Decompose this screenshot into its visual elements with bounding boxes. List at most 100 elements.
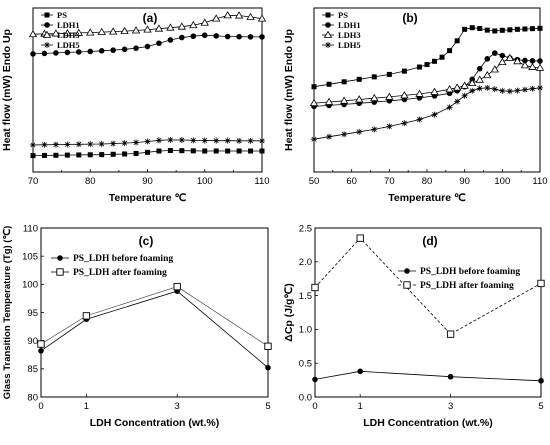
data-point [537, 279, 545, 288]
legend-entry: PS_LDH before foaming [73, 254, 173, 264]
x-tick-label: 100 [197, 176, 213, 187]
series-ps [311, 25, 543, 90]
data-point [110, 151, 116, 157]
data-point [173, 282, 181, 291]
data-point [424, 62, 430, 68]
data-point [133, 45, 139, 51]
data-point [30, 141, 36, 148]
x-tick-label: 70 [384, 176, 395, 187]
legend-marker [404, 268, 410, 274]
legend-marker [325, 12, 331, 18]
data-point [432, 58, 438, 64]
data-point [53, 50, 59, 56]
legend-entry: PS_LDH after foaming [73, 268, 167, 278]
data-point [264, 342, 272, 350]
chart-panel-c: 0 1 3 5 80 85 90 95 100 105 110 LDH Concentration (… [2, 223, 272, 429]
data-point [28, 29, 38, 38]
data-point [528, 62, 537, 70]
data-point [535, 63, 545, 71]
x-tick-label: 80 [85, 176, 96, 187]
data-point [522, 26, 528, 32]
data-point [447, 48, 453, 54]
y-tick-label: 110 [23, 223, 38, 234]
data-point [87, 152, 93, 158]
x-tick-label: 0 [38, 401, 43, 412]
data-point [507, 27, 513, 33]
data-point [339, 96, 349, 104]
plot-frame [314, 227, 542, 398]
data-point [386, 71, 392, 77]
data-point [370, 93, 379, 102]
data-point [492, 50, 498, 56]
data-point [246, 12, 255, 20]
data-point [121, 140, 128, 147]
data-point [520, 61, 530, 69]
data-point [64, 141, 71, 148]
data-point [529, 58, 536, 64]
data-point [513, 57, 522, 65]
data-point [484, 56, 491, 62]
y-axis-title: Glass Transition Temperature (Tg) (℃) [2, 226, 13, 400]
data-point [514, 26, 520, 32]
data-point [312, 376, 318, 383]
data-point [309, 98, 319, 107]
x-axis-title: Temperature ℃ [109, 192, 187, 204]
data-point [76, 49, 82, 55]
data-point [475, 75, 484, 83]
series-ps-ldh-after-foaming [37, 282, 272, 350]
y-tick-label: 0.0 [299, 392, 312, 403]
data-point [415, 89, 424, 97]
data-point [144, 43, 151, 50]
data-point [499, 52, 506, 59]
data-point [499, 87, 506, 94]
data-point [537, 58, 543, 64]
data-point [178, 137, 185, 144]
y-axis-title: ΔCp (J/g℃) [283, 283, 295, 341]
x-tick-label: 3 [175, 401, 180, 412]
data-point [202, 148, 208, 154]
data-point [110, 47, 116, 53]
series-line [313, 52, 541, 107]
legend: PS_LDH before foaming PS_LDH after foamin… [51, 254, 173, 278]
legend-entry: PS_LDH before foaming [420, 267, 520, 277]
data-point [446, 104, 453, 111]
data-point [131, 26, 141, 34]
data-point [341, 131, 348, 138]
data-point [259, 148, 265, 154]
data-point [401, 68, 407, 74]
data-point [190, 33, 197, 40]
data-point [53, 152, 59, 158]
data-point [469, 25, 475, 31]
data-point [110, 140, 117, 147]
data-point [483, 70, 492, 79]
data-point [476, 85, 483, 92]
x-tick-label: 90 [459, 176, 470, 187]
legend-entry: LDH1 [338, 20, 361, 30]
data-point [133, 150, 139, 156]
series-line [314, 370, 542, 382]
data-point [247, 34, 254, 40]
data-point [52, 141, 59, 148]
series-ldh5 [311, 84, 543, 143]
data-point [201, 137, 208, 144]
data-point [311, 84, 317, 90]
data-point [86, 28, 95, 36]
data-point [133, 139, 140, 146]
data-point [156, 40, 162, 47]
data-point [371, 126, 378, 133]
data-point [477, 26, 483, 31]
y-tick-label: 90 [27, 336, 38, 347]
data-point [64, 49, 71, 56]
data-point [167, 37, 174, 43]
y-tick-label: 1.0 [299, 325, 312, 336]
data-point [454, 38, 460, 44]
data-point [430, 87, 439, 95]
data-point [326, 133, 333, 140]
data-point [462, 26, 468, 32]
data-point [529, 85, 536, 92]
legend-marker [44, 42, 50, 48]
data-point [537, 25, 543, 31]
data-point [324, 97, 334, 105]
x-tick-label: 5 [265, 401, 270, 412]
